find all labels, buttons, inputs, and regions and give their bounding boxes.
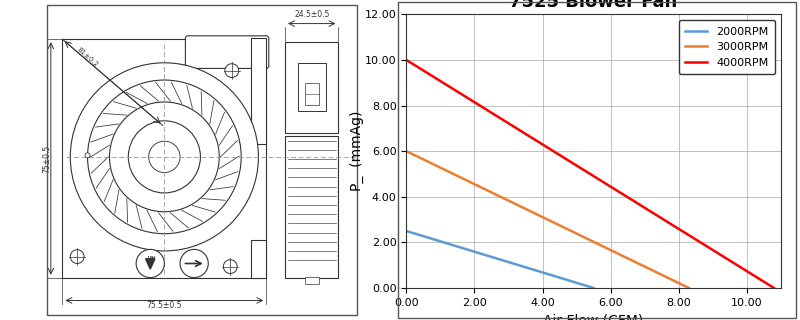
X-axis label: Air Flow (CFM): Air Flow (CFM) xyxy=(543,313,644,320)
Y-axis label: P_  (mmAg): P_ (mmAg) xyxy=(350,111,363,191)
Circle shape xyxy=(180,249,208,277)
Circle shape xyxy=(70,63,258,251)
Bar xyxy=(305,277,318,284)
Circle shape xyxy=(110,102,219,212)
Text: 75.5±0.5: 75.5±0.5 xyxy=(146,301,182,310)
2000RPM xyxy=(402,229,411,233)
Circle shape xyxy=(223,260,237,274)
Bar xyxy=(305,83,318,105)
Text: 81±0.2: 81±0.2 xyxy=(76,47,99,68)
Bar xyxy=(298,63,326,111)
Line: 3000RPM: 3000RPM xyxy=(406,151,689,288)
3000RPM xyxy=(684,286,694,290)
Circle shape xyxy=(136,249,164,277)
FancyBboxPatch shape xyxy=(186,36,269,68)
FancyBboxPatch shape xyxy=(62,39,266,277)
Circle shape xyxy=(85,153,90,158)
Circle shape xyxy=(128,121,201,193)
Circle shape xyxy=(225,64,238,77)
Bar xyxy=(285,136,338,277)
Circle shape xyxy=(149,141,180,172)
2000RPM xyxy=(589,286,598,290)
Line: 2000RPM: 2000RPM xyxy=(406,231,594,288)
Legend: 2000RPM, 3000RPM, 4000RPM: 2000RPM, 3000RPM, 4000RPM xyxy=(678,20,775,74)
Circle shape xyxy=(87,80,242,234)
Circle shape xyxy=(187,251,192,256)
Text: 75±0.5: 75±0.5 xyxy=(42,144,51,172)
Bar xyxy=(250,240,266,277)
Polygon shape xyxy=(146,259,155,269)
Title: 7525 Blower Fan: 7525 Blower Fan xyxy=(510,0,678,12)
Circle shape xyxy=(70,250,84,263)
Bar xyxy=(285,42,338,133)
Text: PBT: PBT xyxy=(146,253,154,257)
Bar xyxy=(250,38,266,144)
Text: 24.5±0.5: 24.5±0.5 xyxy=(294,10,330,19)
3000RPM xyxy=(402,149,411,153)
